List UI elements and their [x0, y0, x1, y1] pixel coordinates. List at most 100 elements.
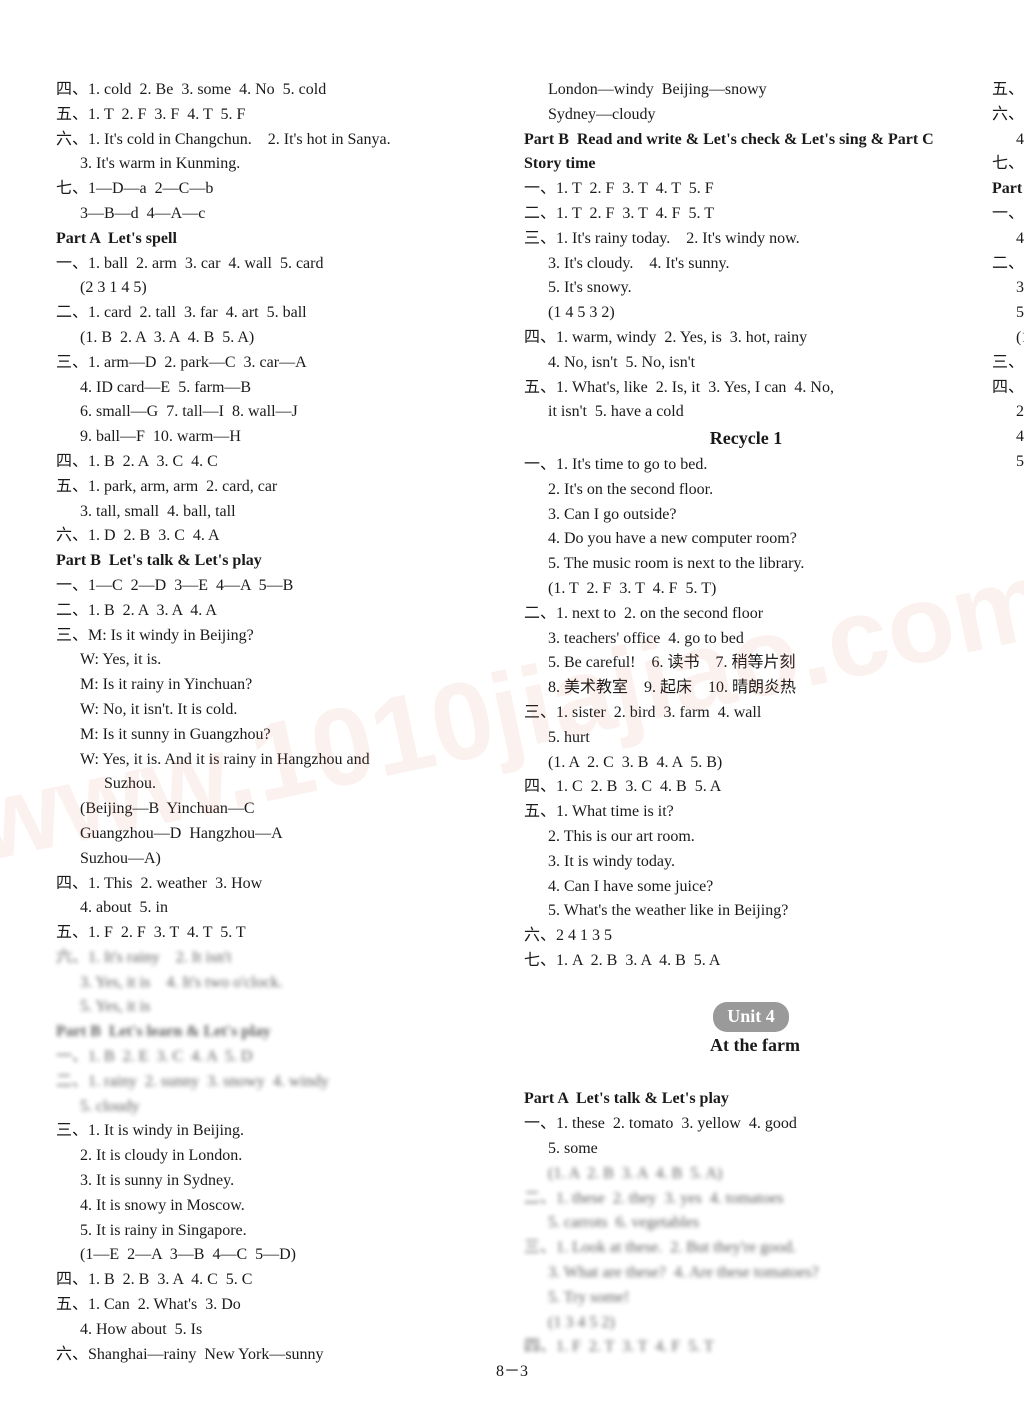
answer-line: 3. It is sunny in Sydney.: [56, 1169, 500, 1194]
answer-line: 5. It is rainy in Singapore.: [56, 1219, 500, 1244]
unit-heading: Unit 4 At the farm: [524, 974, 968, 1088]
answer-line: 一、1. T 2. F 3. T 4. T 5. F: [524, 177, 968, 202]
answer-line: 三、M: Is it windy in Beijing?: [56, 624, 500, 649]
answer-line: 七、1. A 2. B 3. A 4. B 5. A: [524, 949, 968, 974]
section-heading: Part B Read and write & Let's check & Le…: [524, 128, 968, 178]
answer-line: 9. ball—F 10. warm—H: [56, 425, 500, 450]
answer-line: 二、1. B 2. A 3. A 4. A: [56, 599, 500, 624]
answer-line: 4. ID card—E 5. farm—B: [56, 376, 500, 401]
answer-line: 七、1—D—a 2—C—b: [56, 177, 500, 202]
unit-badge: Unit 4: [713, 1002, 789, 1032]
answer-line: 5. It's snowy.: [524, 276, 968, 301]
section-heading: Recycle 1: [524, 425, 968, 453]
answer-line: 一、1. these 2. tomato 3. yellow 4. good: [524, 1112, 968, 1137]
answer-line: 3. It is windy today.: [524, 850, 968, 875]
answer-line: 5. Try some!: [524, 1286, 968, 1311]
answer-line: it isn't 5. have a cold: [524, 400, 968, 425]
section-heading: Part B Let's learn & Let's play: [56, 1020, 500, 1045]
answer-line: 4. No, isn't 5. No, isn't: [524, 351, 968, 376]
answer-line: 3. What are these? 4. Are these tomatoes…: [524, 1261, 968, 1286]
answer-line: 4. How about 5. Is: [56, 1318, 500, 1343]
answer-line: (1 3 4 5 2): [524, 1311, 968, 1336]
answer-line: London—windy Beijing—snowy: [524, 78, 968, 103]
answer-line: 3. It's warm in Kunming.: [56, 152, 500, 177]
section-heading: Part A Let's talk & Let's play: [524, 1087, 968, 1112]
answer-line: Suzhou—A): [56, 847, 500, 872]
answer-line: 2. It is cloudy in London.: [56, 1144, 500, 1169]
answer-line: (1. T 2. F 3. T 4. F 5. T): [524, 577, 968, 602]
answer-line: 5. cloudy: [56, 1095, 500, 1120]
answer-line: 三、1. It's rainy today. 2. It's windy now…: [524, 227, 968, 252]
answer-line: (1. A 2. B 3. A 4. B 5. A): [524, 1162, 968, 1187]
answer-line: 3. Can I go outside?: [524, 503, 968, 528]
answer-line: 三、1. Look at these. 2. But they're good.: [524, 1236, 968, 1261]
answer-line: 二、1. rainy 2. sunny 3. snowy 4. windy: [56, 1070, 500, 1095]
answer-line: 二、1. these 2. they 3. yes 4. tomatoes: [524, 1187, 968, 1212]
answer-line: 四、1. warm, windy 2. Yes, is 3. hot, rain…: [524, 326, 968, 351]
answer-line: 5. some: [524, 1137, 968, 1162]
answer-line: 3. teachers' office 4. go to bed: [524, 627, 968, 652]
answer-line: 3—B—d 4—A—c: [56, 202, 500, 227]
answer-line: 5. What are those?: [992, 450, 1024, 475]
answer-line: 四、1. This 2. weather 3. How: [56, 872, 500, 897]
answer-line: 5. What's the weather like in Beijing?: [524, 899, 968, 924]
answer-line: 4. apples 5. aren't: [992, 128, 1024, 153]
answer-line: 三、1. C 2. C 3. C 4. B 5. C: [992, 351, 1024, 376]
answer-line: 3. Yes, it is 4. It's two o'clock.: [56, 971, 500, 996]
answer-line: M: Is it sunny in Guangzhou?: [56, 723, 500, 748]
answer-line: 二、1. T 2. F 3. T 4. F 5. T: [524, 202, 968, 227]
answer-line: 五、1. A 2. A 3. C 4. B 5. C: [992, 78, 1024, 103]
unit-title: At the farm: [710, 1035, 800, 1055]
answer-line: 一、1. tomatoes 2. green beans 3. carrots: [992, 202, 1024, 227]
answer-line: (2 3 1 4 5): [56, 276, 500, 301]
answer-line: 六、2 4 1 3 5: [524, 924, 968, 949]
answer-line: 5. Be careful! 6. 读书 7. 稍等片刻: [524, 651, 968, 676]
answer-line: 七、1—B 2—E 3—A 4—D 5—C: [992, 152, 1024, 177]
answer-line: 六、1. It's cold in Changchun. 2. It's hot…: [56, 128, 500, 153]
answer-line: 三、1. arm—D 2. park—C 3. car—A: [56, 351, 500, 376]
answer-line: (Beijing—B Yinchuan—C: [56, 797, 500, 822]
answer-line: 3. What are those? 4. I love to eat gree…: [992, 276, 1024, 301]
answer-line: (1. A 2. C 3. B 4. A 5. B): [524, 751, 968, 776]
answer-line: 4. Can I have some juice?: [524, 875, 968, 900]
answer-line: Guangzhou—D Hangzhou—A: [56, 822, 500, 847]
answer-line: 三、1. It is windy in Beijing.: [56, 1119, 500, 1144]
answer-line: 5. Yes, it is: [56, 995, 500, 1020]
answer-line: 一、1. B 2. E 3. C 4. A 5. D: [56, 1045, 500, 1070]
answer-line: 5. Onions make me cry.: [992, 301, 1024, 326]
answer-line: 五、1. park, arm, arm 2. card, car: [56, 475, 500, 500]
answer-line: 4. It is snowy in Moscow.: [56, 1194, 500, 1219]
answer-line: 4. Look at the potatoes. They're so big.: [992, 425, 1024, 450]
answer-line: 5. carrots 6. vegetables: [524, 1211, 968, 1236]
answer-line: 六、1. D 2. B 3. C 4. A: [56, 524, 500, 549]
answer-line: 二、1. Look at the tomatoes. 2. Are they c…: [992, 252, 1024, 277]
answer-line: W: Yes, it is. And it is rainy in Hangzh…: [56, 748, 500, 773]
section-heading: Part A Let's spell: [56, 227, 500, 252]
answer-line: (1 4 5 3 2): [524, 301, 968, 326]
answer-line: 五、1. T 2. F 3. F 4. T 5. F: [56, 103, 500, 128]
answer-line: 四、1. C 2. B 3. C 4. B 5. A: [524, 775, 968, 800]
answer-line: 二、1. card 2. tall 3. far 4. art 5. ball: [56, 301, 500, 326]
section-heading: Part B Let's talk & Let's play: [56, 549, 500, 574]
answer-line: 二、1. next to 2. on the second floor: [524, 602, 968, 627]
answer-line: 一、1. ball 2. arm 3. car 4. wall 5. card: [56, 252, 500, 277]
page-number: 8－3: [0, 1357, 1024, 1381]
answer-line: M: Is it rainy in Yinchuan?: [56, 673, 500, 698]
answer-line: 4. about 5. in: [56, 896, 500, 921]
answer-line: (1—E 2—A 3—B 4—C 5—D): [56, 1243, 500, 1268]
answer-line: Sydney—cloudy: [524, 103, 968, 128]
answer-line: 五、1. What's, like 2. Is, it 3. Yes, I ca…: [524, 376, 968, 401]
answer-line: 一、1—C 2—D 3—E 4—A 5—B: [56, 574, 500, 599]
answer-line: 五、1. Can 2. What's 3. Do: [56, 1293, 500, 1318]
answer-line: 一、1. It's time to go to bed.: [524, 453, 968, 478]
answer-line: 五、1. F 2. F 3. T 4. T 5. T: [56, 921, 500, 946]
answer-line: Suzhou.: [56, 772, 500, 797]
answer-line: 四、1. B 2. B 3. A 4. C 5. C: [56, 1268, 500, 1293]
answer-line: 五、1. What time is it?: [524, 800, 968, 825]
answer-line: W: Yes, it is.: [56, 648, 500, 673]
answer-line: 4. potatoes: [992, 227, 1024, 252]
answer-line: 四、1. B 2. A 3. C 4. C: [56, 450, 500, 475]
section-heading: Part A Let's learn & Let's chant: [992, 177, 1024, 202]
answer-line: 2. This is our art room.: [524, 825, 968, 850]
answer-line: (1. B 2. A 3. A 4. B 5. A): [56, 326, 500, 351]
